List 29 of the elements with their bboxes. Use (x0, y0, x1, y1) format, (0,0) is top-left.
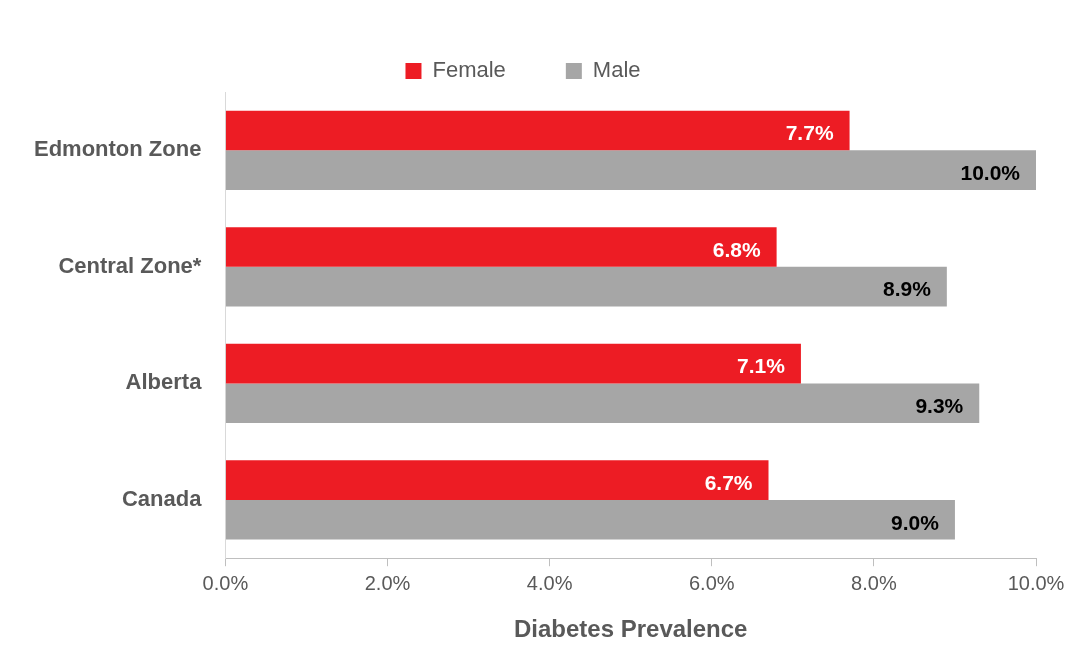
legend-label: Male (592, 57, 641, 83)
y-tick-label: Edmonton Zone (34, 136, 202, 162)
data-label: 9.3% (915, 393, 964, 417)
x-tick-label: 10.0% (1007, 571, 1065, 594)
x-tick-label: 0.0% (202, 571, 249, 594)
y-tick-label: Canada (121, 485, 203, 511)
legend-label: Female (432, 57, 506, 83)
bar (225, 343, 801, 384)
data-label: 6.8% (712, 237, 761, 261)
x-axis-title: Diabetes Prevalence (513, 615, 748, 643)
x-tick-label: 6.0% (688, 571, 735, 594)
bar (225, 266, 947, 307)
data-label: 7.1% (737, 354, 786, 378)
data-label: 8.9% (882, 277, 932, 301)
data-label: 9.0% (891, 510, 940, 534)
data-label: 7.7% (785, 121, 834, 145)
bar (225, 110, 850, 151)
x-tick-label: 2.0% (364, 571, 411, 594)
bar (225, 460, 769, 500)
y-tick-label: Central Zone* (58, 252, 202, 278)
bar (225, 227, 777, 267)
data-label: 10.0% (960, 160, 1021, 184)
data-label: 6.7% (704, 470, 753, 494)
bar (225, 499, 955, 540)
x-tick-label: 4.0% (526, 571, 573, 594)
y-tick-label: Alberta (125, 369, 203, 395)
bar (225, 150, 1036, 190)
x-tick-label: 8.0% (851, 571, 897, 594)
bar (225, 383, 980, 423)
